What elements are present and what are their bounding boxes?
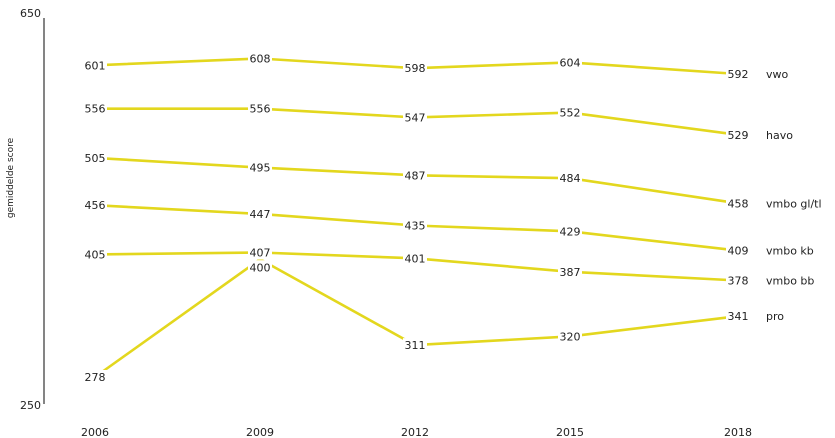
data-label: 487 (405, 169, 426, 182)
data-label-bg (403, 218, 427, 233)
x-tick-label: 2012 (401, 426, 429, 438)
data-label-bg (726, 66, 750, 81)
data-label: 387 (560, 266, 581, 279)
series-name-label: vwo (766, 68, 789, 81)
data-label-bg (558, 55, 582, 70)
data-label-bg (83, 150, 107, 165)
data-label: 556 (85, 103, 106, 116)
data-label: 495 (250, 162, 271, 175)
data-label: 598 (405, 62, 426, 75)
data-label-bg (83, 58, 107, 73)
data-label-bg (403, 110, 427, 125)
data-label: 407 (250, 246, 271, 259)
data-label: 547 (405, 111, 426, 124)
x-axis-ticks: 2006 2009 2012 2015 2018 (81, 426, 752, 438)
data-label: 320 (560, 330, 581, 343)
data-label: 608 (250, 53, 271, 66)
series-name-label: havo (766, 129, 793, 142)
data-label-bg (558, 264, 582, 279)
data-label-bg (726, 243, 750, 258)
data-label-bg (83, 369, 107, 384)
data-label-bg (403, 61, 427, 76)
x-tick-label: 2018 (724, 426, 752, 438)
data-label: 484 (560, 172, 581, 185)
series-lines (93, 57, 740, 379)
data-label: 505 (85, 152, 106, 165)
data-label-bg (558, 105, 582, 120)
data-label-bg (558, 171, 582, 186)
data-label-bg (558, 329, 582, 344)
series-name-label: vmbo bb (766, 274, 814, 287)
x-tick-label: 2015 (556, 426, 584, 438)
data-label: 278 (85, 371, 106, 384)
data-label: 378 (728, 274, 749, 287)
data-label: 447 (250, 208, 271, 221)
series-line (93, 257, 740, 379)
x-tick-label: 2006 (81, 426, 109, 438)
data-label: 552 (560, 107, 581, 120)
series-name-label: vmbo gl/tl (766, 197, 822, 210)
data-label-bg (83, 101, 107, 116)
data-label-bg (248, 206, 272, 221)
data-label: 529 (728, 129, 749, 142)
data-label-bg (248, 160, 272, 175)
data-label-bg (726, 196, 750, 211)
data-label: 405 (85, 248, 106, 261)
data-label: 556 (250, 103, 271, 116)
data-labels: 601 608 598 604 592 vwo 556 556 547 552 529 havo 505… (83, 51, 822, 384)
data-label-bg (558, 224, 582, 239)
data-label: 456 (85, 199, 106, 212)
data-label-bg (403, 168, 427, 183)
y-tick-top: 650 (20, 7, 41, 20)
data-label: 592 (728, 68, 749, 81)
y-axis-label: gemiddelde score (6, 137, 16, 218)
x-tick-label: 2009 (246, 426, 274, 438)
data-label-bg (403, 251, 427, 266)
data-label: 604 (560, 56, 581, 69)
data-label-bg (83, 198, 107, 213)
y-tick-bottom: 250 (20, 399, 41, 412)
data-label: 601 (85, 59, 106, 72)
data-label-bg (403, 338, 427, 353)
data-label-bg (248, 260, 272, 275)
data-label-bg (726, 309, 750, 324)
data-label-bg (248, 101, 272, 116)
data-label-bg (83, 247, 107, 262)
data-label: 311 (405, 339, 426, 352)
data-label-bg (726, 127, 750, 142)
data-label: 458 (728, 197, 749, 210)
data-label: 400 (250, 261, 271, 274)
data-label-bg (248, 51, 272, 66)
data-label-bg (248, 245, 272, 260)
data-label: 401 (405, 252, 426, 265)
data-label: 429 (560, 225, 581, 238)
series-name-label: vmbo kb (766, 245, 814, 258)
data-label: 409 (728, 245, 749, 258)
series-name-label: pro (766, 310, 784, 323)
data-label: 435 (405, 219, 426, 232)
data-label: 341 (728, 310, 749, 323)
data-label-bg (726, 273, 750, 288)
